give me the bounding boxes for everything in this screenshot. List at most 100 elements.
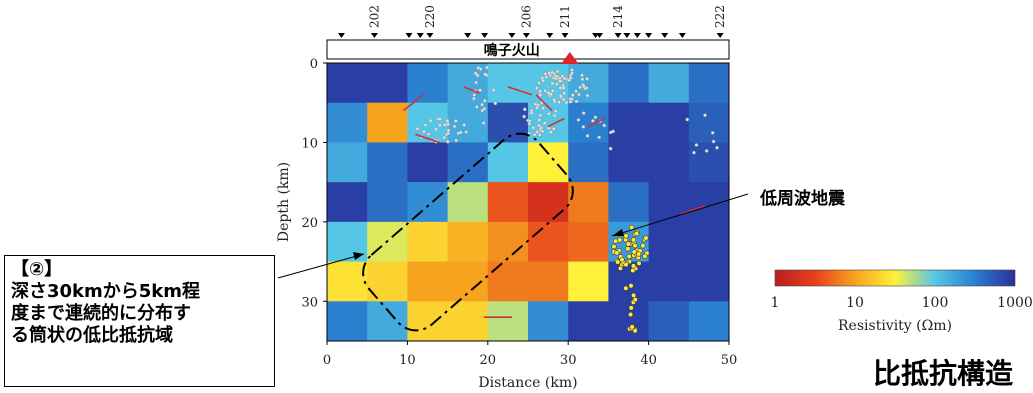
heatmap-cell bbox=[367, 301, 408, 341]
station-marker bbox=[416, 33, 424, 38]
hypocenter-dot bbox=[552, 126, 556, 131]
heatmap-cell bbox=[608, 142, 650, 183]
fault-segment bbox=[415, 133, 440, 144]
hypocenter-dot bbox=[537, 123, 541, 128]
hypocenter-dot bbox=[538, 93, 543, 97]
heatmap-cell bbox=[327, 221, 368, 263]
hypocenter-dot bbox=[582, 84, 586, 89]
hypocenter-dot bbox=[715, 145, 719, 150]
station-marker bbox=[623, 33, 631, 38]
heatmap-cell bbox=[367, 142, 408, 183]
hypocenter-dot bbox=[535, 130, 539, 134]
hypocenter-dot bbox=[570, 68, 574, 72]
annotation-callout: 【②】 深さ30kmから5km程 度まで連続的に分布す る筒状の低比抵抗域 bbox=[4, 255, 275, 387]
earthquake-hypocenters bbox=[402, 65, 719, 318]
heatmap-cell bbox=[327, 261, 368, 302]
hypocenter-dot bbox=[585, 93, 590, 98]
heatmap-cell bbox=[648, 102, 690, 143]
heatmap-cell bbox=[568, 63, 609, 104]
low-frequency-eq-dot bbox=[629, 324, 635, 330]
hypocenter-dot bbox=[538, 113, 543, 118]
low-frequency-eq-dot bbox=[614, 250, 620, 256]
hypocenter-dot bbox=[561, 86, 566, 90]
low-frequency-eq-dot bbox=[642, 253, 648, 259]
hypocenter-dot bbox=[493, 101, 498, 106]
heatmap-cell bbox=[688, 301, 729, 341]
low-frequency-eq-dot bbox=[623, 285, 629, 291]
hypocenter-dot bbox=[597, 135, 601, 140]
heatmap-cell bbox=[327, 301, 368, 341]
heatmap-cell bbox=[688, 261, 729, 302]
low-frequency-eq-dot bbox=[619, 257, 625, 263]
station-bar: 202 220 206 211 214 222 鳴子火山 bbox=[326, 5, 730, 64]
heatmap-cell bbox=[608, 102, 650, 143]
hypocenter-dot bbox=[555, 82, 559, 86]
heatmap-cell bbox=[447, 301, 489, 341]
station-marker bbox=[481, 33, 489, 38]
hypocenter-dot bbox=[423, 123, 428, 127]
station-marker bbox=[561, 33, 569, 38]
heatmap-cell bbox=[648, 221, 690, 263]
hypocenter-dot bbox=[482, 98, 487, 103]
heatmap-cell bbox=[648, 63, 690, 104]
hypocenter-dot bbox=[571, 93, 575, 97]
hypocenter-dot bbox=[522, 114, 526, 119]
heatmap-cell bbox=[608, 261, 650, 302]
hypocenter-dot bbox=[602, 123, 607, 128]
heatmap-cell bbox=[688, 102, 729, 143]
hypocenter-dot bbox=[452, 124, 457, 129]
hypocenter-dot bbox=[442, 135, 446, 140]
hypocenter-dot bbox=[537, 133, 542, 137]
heatmap-cell bbox=[528, 182, 569, 223]
heatmap-cell bbox=[327, 182, 368, 223]
colorbar-gradient bbox=[774, 269, 1016, 287]
plot-frame bbox=[326, 62, 730, 342]
hypocenter-dot bbox=[464, 130, 468, 134]
hypocenter-dot bbox=[542, 121, 547, 126]
hypocenter-dot bbox=[475, 73, 480, 78]
station-marker bbox=[546, 33, 554, 38]
heatmap-cell bbox=[407, 261, 449, 302]
low-frequency-eq-dot bbox=[615, 259, 621, 265]
heatmap-cell bbox=[367, 102, 408, 143]
fault-segment bbox=[402, 94, 424, 112]
hypocenter-dot bbox=[532, 133, 537, 137]
low-frequency-earthquake-label: 低周波地震 bbox=[760, 189, 845, 209]
hypocenter-dot bbox=[574, 99, 579, 104]
tube-outline bbox=[362, 132, 574, 332]
low-frequency-eq-dot bbox=[640, 243, 646, 249]
x-tick-label: 30 bbox=[560, 353, 577, 368]
hypocenter-dot bbox=[534, 86, 539, 90]
hypocenter-dot bbox=[584, 86, 589, 90]
x-tick-label: 50 bbox=[721, 353, 738, 368]
low-frequency-eq-dot bbox=[636, 260, 642, 266]
arrow-head bbox=[612, 229, 624, 236]
heatmap-cell bbox=[688, 63, 729, 104]
hypocenter-dot bbox=[593, 115, 598, 120]
hypocenter-dot bbox=[585, 77, 589, 81]
x-tick-label: 20 bbox=[480, 353, 497, 368]
low-frequency-eq-dot bbox=[636, 251, 642, 257]
y-tick-label: 0 bbox=[310, 57, 318, 72]
annotation-line: 度まで連続的に分布す bbox=[11, 303, 191, 324]
hypocenter-dot bbox=[703, 113, 707, 118]
low-frequency-eq-dot bbox=[626, 253, 632, 260]
hypocenter-dot bbox=[550, 70, 554, 75]
arrow-head bbox=[353, 252, 364, 260]
heatmap-cell bbox=[367, 63, 408, 104]
hypocenter-dot bbox=[538, 89, 542, 94]
colorbar-label: Resistivity (Ωm) bbox=[838, 318, 952, 334]
hypocenter-dot bbox=[549, 130, 553, 134]
hypocenter-dot bbox=[578, 85, 582, 90]
heatmap-cell bbox=[327, 102, 368, 143]
hypocenter-dot bbox=[562, 76, 567, 81]
heatmap-cell bbox=[407, 221, 449, 263]
hypocenter-dot bbox=[552, 113, 557, 118]
heatmap-cell bbox=[608, 63, 650, 104]
low-frequency-eq-dot bbox=[628, 283, 634, 289]
station-marker bbox=[614, 33, 622, 38]
station-label: 211 bbox=[558, 5, 572, 28]
hypocenter-dot bbox=[557, 100, 561, 104]
hypocenter-dot bbox=[454, 119, 458, 123]
y-tick-label: 20 bbox=[301, 216, 318, 231]
